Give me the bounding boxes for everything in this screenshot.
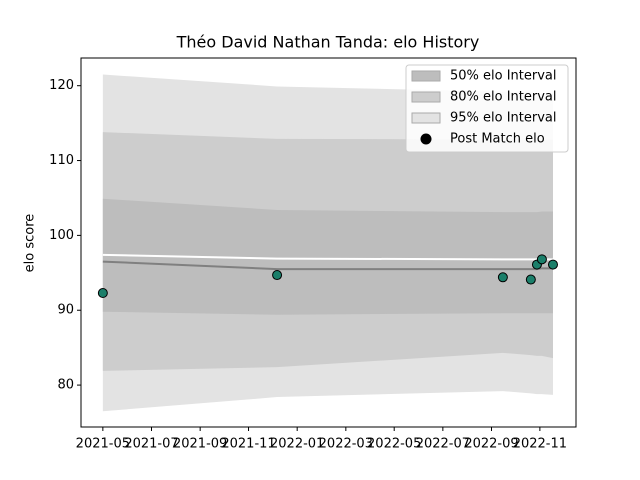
legend-label: 80% elo Interval xyxy=(450,90,557,105)
x-tick-label: 2022-01 xyxy=(270,437,324,452)
data-point xyxy=(536,254,547,265)
chart-title: Théo David Nathan Tanda: elo History xyxy=(176,33,480,52)
data-point xyxy=(97,288,108,299)
y-tick-label: 90 xyxy=(57,303,74,318)
plot-frame xyxy=(80,57,577,428)
legend-swatch xyxy=(411,70,441,82)
data-point xyxy=(497,272,508,283)
y-tick-label: 120 xyxy=(49,78,74,93)
legend-marker xyxy=(420,133,432,145)
legend-label: Post Match elo xyxy=(450,132,545,147)
x-tick-label: 2021-11 xyxy=(221,437,275,452)
data-point xyxy=(525,274,536,285)
x-tick-label: 2022-11 xyxy=(513,437,567,452)
x-tick-label: 2021-09 xyxy=(173,437,227,452)
legend-label: 95% elo Interval xyxy=(450,111,557,126)
y-tick-label: 80 xyxy=(57,378,74,393)
trend-line xyxy=(102,260,553,271)
x-tick-label: 2021-05 xyxy=(76,437,130,452)
legend-swatch xyxy=(411,91,441,103)
y-tick-label: 110 xyxy=(49,153,74,168)
data-point xyxy=(547,259,558,270)
interval-band xyxy=(102,198,553,315)
legend-label: 50% elo Interval xyxy=(450,69,557,84)
x-tick-label: 2022-03 xyxy=(319,437,373,452)
x-tick-label: 2022-05 xyxy=(367,437,421,452)
y-axis-label: elo score xyxy=(23,214,38,273)
legend-swatch xyxy=(411,112,441,124)
x-tick-label: 2021-07 xyxy=(124,437,178,452)
y-tick-label: 100 xyxy=(49,228,74,243)
legend-box xyxy=(405,64,569,153)
x-tick-label: 2022-09 xyxy=(464,437,518,452)
data-point xyxy=(272,270,283,281)
x-tick-label: 2022-07 xyxy=(416,437,470,452)
legend: 50% elo Interval 80% elo Interval 95% elo … xyxy=(405,64,569,153)
